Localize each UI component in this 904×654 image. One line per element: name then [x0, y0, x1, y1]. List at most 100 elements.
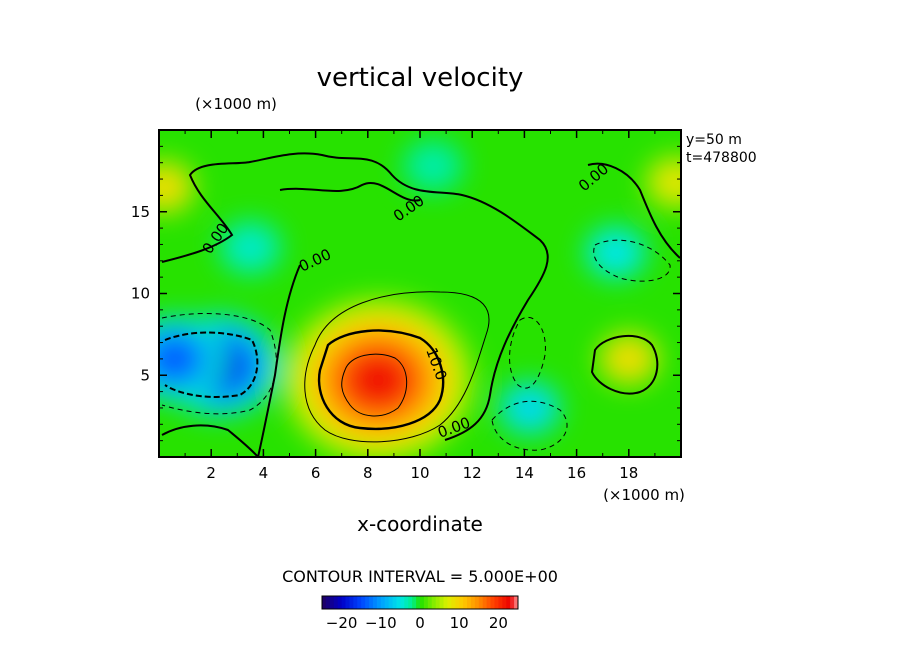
- colorbar-cell: [400, 596, 405, 609]
- colorbar-cell: [388, 596, 394, 609]
- field-blob-6-1: [592, 232, 639, 273]
- field-blob-0-5: [350, 356, 406, 405]
- colorbar-cell: [494, 596, 499, 609]
- colorbar-cell: [420, 596, 425, 609]
- colorbar-cell: [365, 596, 370, 609]
- colorbar-cell: [357, 596, 362, 609]
- colorbar-cell: [439, 596, 445, 609]
- colorbar-cell: [506, 596, 511, 609]
- x-tick-label-6: 14: [515, 464, 534, 482]
- colorbar-tick-label-3: 10: [450, 614, 469, 632]
- colorbar-cell: [482, 596, 488, 609]
- contour-zero-right: [587, 162, 681, 259]
- contour-neg-bottom: [491, 400, 568, 451]
- colorbar-cell: [490, 596, 495, 609]
- contour-neg-outer: [161, 313, 277, 415]
- colorbar-cell: [333, 596, 339, 609]
- x-tick-label-0: 2: [206, 464, 216, 482]
- field-blob-4-1: [159, 167, 188, 208]
- colorbar-cell: [443, 596, 448, 609]
- y-unit-label: (×1000 m): [195, 95, 277, 113]
- plot-area: 0.00 0.00 0.00 10.0 0.00 0.00: [159, 130, 681, 457]
- colorbar-cell: [396, 596, 401, 609]
- contour-ten: [317, 329, 445, 430]
- x-unit-label: (×1000 m): [603, 486, 685, 504]
- colorbar-cell: [408, 596, 413, 609]
- colorbar-cell: [361, 596, 366, 609]
- colorbar-cell: [384, 596, 390, 609]
- colorbar-cell: [427, 596, 433, 609]
- contour-right-updraft: [590, 334, 659, 395]
- field-blob-7-1: [506, 387, 553, 428]
- y-tick-label-1: 10: [131, 285, 150, 303]
- x-tick-label-2: 6: [311, 464, 321, 482]
- colorbar-cell: [349, 596, 354, 609]
- x-tick-label-7: 16: [567, 464, 586, 482]
- field-blob-9-1: [410, 145, 457, 186]
- y-axis: 5 10 15: [131, 145, 681, 442]
- colorbar-cell: [412, 596, 417, 609]
- y-tick-label-0: 5: [140, 366, 150, 384]
- colorbar-cell: [325, 596, 331, 609]
- colorbar-cell: [322, 596, 327, 609]
- contour-lines: [161, 152, 681, 457]
- x-axis-label: x-coordinate: [357, 512, 483, 536]
- colorbar-cell: [380, 596, 386, 609]
- y-tick-label-2: 15: [131, 203, 150, 221]
- field-blob-8-1: [227, 227, 274, 268]
- colorbar-cell: [502, 596, 507, 609]
- colorbar-cell: [498, 596, 503, 609]
- colorbar-cell: [455, 596, 460, 609]
- colorbar-cell: [416, 596, 421, 609]
- colorbar-cell: [431, 596, 437, 609]
- contour-zero-top: [279, 182, 421, 202]
- colorbar-cell: [486, 596, 492, 609]
- colorbar-cell: [392, 596, 397, 609]
- contour-neg-right: [593, 239, 671, 282]
- field-blob-2-3: [159, 338, 198, 379]
- colorbar-cell: [470, 596, 476, 609]
- field-blob-3-1: [605, 338, 652, 379]
- colorbar-frame: [321, 595, 519, 610]
- colorbar-tick-label-0: −20: [326, 614, 358, 632]
- colorbar-cell: [341, 596, 347, 609]
- colorbar-cell: [474, 596, 480, 609]
- colorbar-tick-label-4: 20: [489, 614, 508, 632]
- colorbar-cell: [404, 596, 409, 609]
- contour-five: [304, 291, 490, 443]
- colorbar-tick-label-2: 0: [415, 614, 425, 632]
- contour-zero-bottom: [161, 424, 259, 457]
- x-tick-label-5: 12: [463, 464, 482, 482]
- colorbar-ticks: −20 −10 0 10 20: [326, 614, 508, 632]
- field-blob-5-1: [652, 162, 681, 203]
- colorbar-cell: [514, 596, 519, 609]
- contour-neg-left: [164, 331, 259, 398]
- colorbar-cell: [345, 596, 350, 609]
- colorbar-cell: [353, 596, 358, 609]
- colorbar-cell: [423, 596, 429, 609]
- contour-neg-center: [509, 317, 546, 389]
- contour-interval-label: CONTOUR INTERVAL = 5.000E+00: [282, 567, 558, 586]
- colorbar-cell: [369, 596, 374, 609]
- chart-title: vertical velocity: [317, 63, 524, 93]
- info-line-1: y=50 m: [686, 132, 742, 148]
- colorbar-cell: [478, 596, 484, 609]
- colorbar-cell: [376, 596, 382, 609]
- contour-fifteen: [341, 353, 408, 417]
- colorbar-cell: [337, 596, 343, 609]
- colorbar: [321, 595, 519, 610]
- colorbar-cell: [510, 596, 515, 609]
- colorbar-cell: [329, 596, 335, 609]
- colorbar-cell: [447, 596, 452, 609]
- x-axis: 2 4 6 8 10 12 14 16 18: [184, 130, 656, 482]
- info-line-2: t=478800: [686, 150, 757, 166]
- x-tick-label-3: 8: [363, 464, 373, 482]
- colorbar-cell: [459, 596, 464, 609]
- x-tick-label-8: 18: [619, 464, 638, 482]
- colorbar-cell: [372, 596, 378, 609]
- colorbar-cell: [435, 596, 441, 609]
- colorbar-cell: [451, 596, 456, 609]
- colorbar-cell: [463, 596, 468, 609]
- colorbar-tick-label-1: −10: [365, 614, 397, 632]
